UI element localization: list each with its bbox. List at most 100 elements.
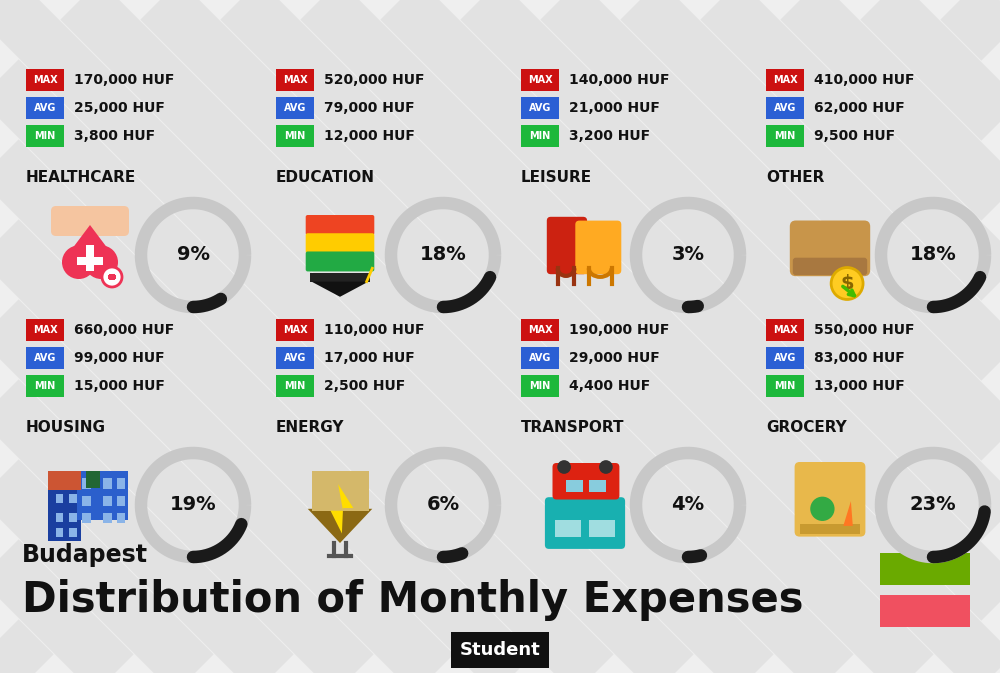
Text: 6%: 6% bbox=[426, 495, 460, 514]
Bar bbox=[276, 125, 314, 147]
Text: MAX: MAX bbox=[33, 75, 57, 85]
Bar bbox=[766, 347, 804, 369]
Text: AVG: AVG bbox=[774, 103, 796, 113]
Circle shape bbox=[810, 497, 835, 521]
Bar bbox=[26, 319, 64, 341]
Bar bbox=[82, 513, 91, 523]
Text: MIN: MIN bbox=[774, 381, 796, 391]
Bar bbox=[521, 375, 559, 397]
Bar bbox=[103, 513, 112, 523]
Text: MAX: MAX bbox=[528, 325, 552, 335]
Text: 19%: 19% bbox=[170, 495, 216, 514]
Text: AVG: AVG bbox=[284, 353, 306, 363]
Bar bbox=[117, 479, 125, 489]
Bar bbox=[103, 495, 112, 506]
Text: EDUCATION: EDUCATION bbox=[276, 170, 375, 185]
Text: GROCERY: GROCERY bbox=[766, 420, 847, 435]
Text: 25,000 HUF: 25,000 HUF bbox=[74, 101, 165, 115]
Text: 9,500 HUF: 9,500 HUF bbox=[814, 129, 895, 143]
Text: MIN: MIN bbox=[284, 381, 306, 391]
Bar bbox=[108, 275, 116, 279]
Bar bbox=[56, 513, 63, 522]
Text: HEALTHCARE: HEALTHCARE bbox=[26, 170, 136, 185]
Bar bbox=[555, 520, 581, 537]
Text: AVG: AVG bbox=[34, 353, 56, 363]
Polygon shape bbox=[62, 225, 118, 262]
Text: MIN: MIN bbox=[529, 381, 551, 391]
Text: 660,000 HUF: 660,000 HUF bbox=[74, 323, 174, 337]
Text: 550,000 HUF: 550,000 HUF bbox=[814, 323, 914, 337]
Bar bbox=[276, 69, 314, 91]
FancyBboxPatch shape bbox=[790, 221, 870, 276]
Text: MAX: MAX bbox=[283, 325, 307, 335]
Text: 18%: 18% bbox=[910, 246, 956, 264]
Bar bbox=[48, 471, 80, 541]
Polygon shape bbox=[330, 484, 353, 534]
Bar bbox=[82, 495, 91, 506]
Text: 2,500 HUF: 2,500 HUF bbox=[324, 379, 405, 393]
Text: 3%: 3% bbox=[672, 246, 704, 264]
Text: MAX: MAX bbox=[283, 75, 307, 85]
Text: 410,000 HUF: 410,000 HUF bbox=[814, 73, 914, 87]
Text: 12,000 HUF: 12,000 HUF bbox=[324, 129, 415, 143]
Bar bbox=[48, 471, 80, 490]
FancyBboxPatch shape bbox=[306, 215, 374, 235]
Text: MAX: MAX bbox=[773, 75, 797, 85]
Bar bbox=[56, 528, 63, 537]
Text: 190,000 HUF: 190,000 HUF bbox=[569, 323, 669, 337]
Bar bbox=[69, 528, 77, 537]
Bar bbox=[766, 97, 804, 119]
Bar bbox=[312, 471, 368, 511]
Text: 15,000 HUF: 15,000 HUF bbox=[74, 379, 165, 393]
Bar bbox=[56, 493, 63, 503]
Polygon shape bbox=[308, 509, 372, 543]
Text: MIN: MIN bbox=[34, 131, 56, 141]
Circle shape bbox=[84, 246, 118, 279]
Text: 4,400 HUF: 4,400 HUF bbox=[569, 379, 650, 393]
Bar bbox=[69, 493, 77, 503]
Bar bbox=[26, 347, 64, 369]
Bar bbox=[880, 553, 970, 585]
Bar bbox=[276, 97, 314, 119]
Text: $: $ bbox=[840, 274, 854, 293]
Bar bbox=[521, 125, 559, 147]
Bar bbox=[26, 97, 64, 119]
Bar bbox=[766, 69, 804, 91]
FancyBboxPatch shape bbox=[547, 217, 587, 274]
Text: 99,000 HUF: 99,000 HUF bbox=[74, 351, 165, 365]
Circle shape bbox=[62, 246, 96, 279]
Text: 110,000 HUF: 110,000 HUF bbox=[324, 323, 424, 337]
Bar bbox=[77, 471, 128, 520]
Bar bbox=[86, 471, 100, 488]
Text: AVG: AVG bbox=[34, 103, 56, 113]
Bar bbox=[26, 125, 64, 147]
Circle shape bbox=[599, 460, 613, 474]
Text: MAX: MAX bbox=[33, 325, 57, 335]
Text: TRANSPORT: TRANSPORT bbox=[521, 420, 624, 435]
Bar bbox=[566, 481, 583, 492]
FancyBboxPatch shape bbox=[575, 221, 621, 274]
Bar bbox=[800, 524, 860, 534]
Text: Budapest: Budapest bbox=[22, 543, 148, 567]
Bar bbox=[276, 375, 314, 397]
FancyBboxPatch shape bbox=[306, 252, 374, 271]
Text: MIN: MIN bbox=[529, 131, 551, 141]
Bar bbox=[117, 513, 125, 523]
FancyBboxPatch shape bbox=[545, 497, 625, 549]
Text: Distribution of Monthly Expenses: Distribution of Monthly Expenses bbox=[22, 579, 804, 621]
Polygon shape bbox=[843, 501, 853, 526]
Bar bbox=[310, 273, 370, 281]
Text: AVG: AVG bbox=[774, 353, 796, 363]
Text: MIN: MIN bbox=[774, 131, 796, 141]
Text: 520,000 HUF: 520,000 HUF bbox=[324, 73, 424, 87]
Text: Student: Student bbox=[460, 641, 540, 659]
Bar bbox=[109, 274, 115, 280]
FancyBboxPatch shape bbox=[306, 234, 374, 253]
Text: 79,000 HUF: 79,000 HUF bbox=[324, 101, 415, 115]
Text: 23%: 23% bbox=[910, 495, 956, 514]
Text: 13,000 HUF: 13,000 HUF bbox=[814, 379, 905, 393]
FancyBboxPatch shape bbox=[552, 463, 619, 499]
Text: OTHER: OTHER bbox=[766, 170, 824, 185]
FancyBboxPatch shape bbox=[793, 258, 867, 275]
Bar bbox=[589, 520, 615, 537]
